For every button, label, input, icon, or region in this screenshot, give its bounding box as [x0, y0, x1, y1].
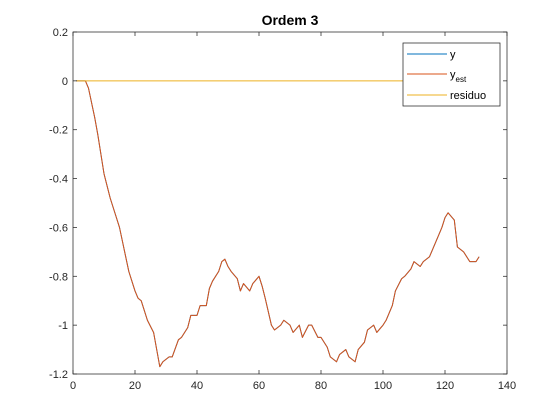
- legend-label-text: y: [450, 49, 456, 61]
- y-tick-label: -0.8: [49, 271, 68, 283]
- y-tick-label: -0.2: [49, 125, 68, 137]
- x-tick-label: 60: [253, 380, 265, 392]
- x-tick-label: 120: [436, 380, 454, 392]
- legend-label: y: [450, 49, 456, 61]
- x-tick-label: 100: [374, 380, 392, 392]
- y-tick-label: -0.4: [49, 174, 68, 186]
- x-axis: 0 20 40 60 80 100 120 140: [70, 32, 516, 392]
- y-tick-label: -1.2: [49, 369, 68, 381]
- x-tick-label: 40: [191, 380, 203, 392]
- chart-title: Ordem 3: [262, 12, 319, 28]
- legend-label-text: y: [450, 69, 456, 81]
- legend-label-subscript: est: [456, 75, 467, 84]
- x-tick-label: 0: [70, 380, 76, 392]
- legend-label: yest: [450, 69, 467, 84]
- x-tick-label: 140: [498, 380, 516, 392]
- axes-box: [72, 31, 508, 375]
- legend-label-text: residuo: [450, 90, 486, 102]
- y-tick-label: -0.6: [49, 222, 68, 234]
- y-tick-label: -1: [58, 320, 68, 332]
- x-tick-label: 80: [315, 380, 327, 392]
- y-axis: 0.2 0 -0.2 -0.4 -0.6 -0.8 -1 -1.2: [49, 27, 507, 381]
- series-line-2: [76, 80, 480, 368]
- y-tick-label: 0.2: [53, 27, 68, 39]
- y-tick-label: 0: [62, 76, 68, 88]
- x-tick-label: 20: [129, 380, 141, 392]
- legend-label: residuo: [450, 90, 486, 102]
